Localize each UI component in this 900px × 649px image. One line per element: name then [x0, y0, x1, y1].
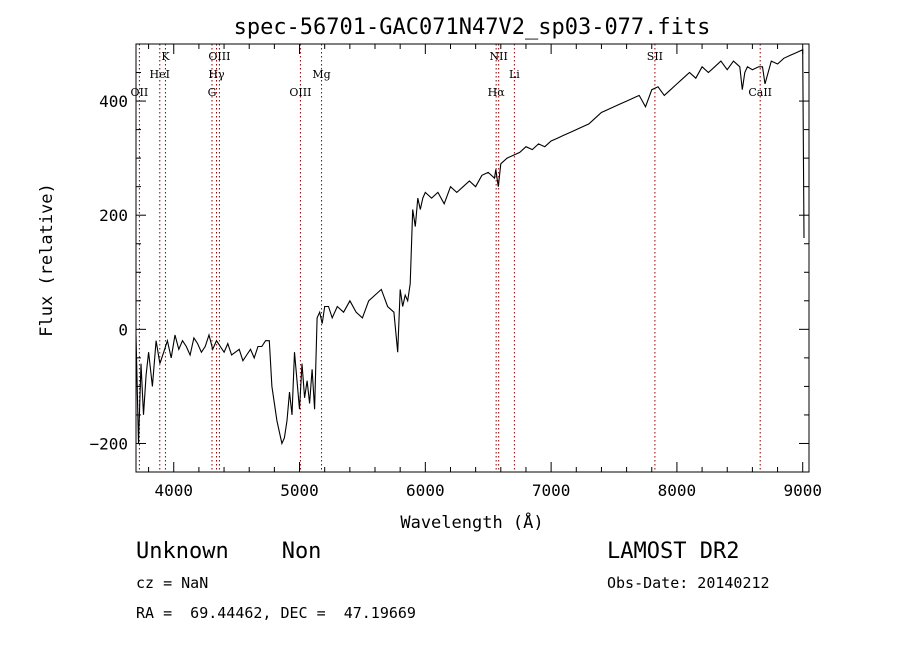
line-label: G — [208, 86, 217, 99]
cz-text: cz = NaN — [136, 574, 209, 592]
x-axis-ticks: 4000 5000 6000 7000 8000 9000 — [148, 44, 822, 500]
line-label: OIII — [289, 86, 311, 99]
y-tick-label: 0 — [118, 320, 128, 339]
y-tick-label: 400 — [99, 92, 128, 111]
y-axis-label: Flux (relative) — [37, 183, 57, 337]
line-label: Li — [509, 68, 520, 81]
x-tick-label: 6000 — [406, 481, 445, 500]
line-label: NII — [490, 50, 508, 63]
line-label: OII — [131, 86, 149, 99]
line-label: Hγ — [208, 68, 225, 81]
survey-name-text: LAMOST DR2 — [607, 539, 740, 564]
line-label: HeI — [150, 68, 170, 81]
line-label: K — [161, 50, 170, 63]
x-tick-label: 9000 — [783, 481, 822, 500]
spectral-line-markers — [138, 44, 761, 472]
y-tick-label: 200 — [99, 206, 128, 225]
line-label: SII — [647, 50, 663, 63]
spectrum-series-line — [135, 48, 805, 446]
line-label: CaII — [748, 86, 772, 99]
x-tick-label: 7000 — [532, 481, 571, 500]
line-label: OIII — [208, 50, 230, 63]
x-axis-label: Wavelength (Å) — [400, 511, 543, 533]
object-class-text: Unknown Non — [136, 539, 322, 564]
y-tick-label: −200 — [89, 434, 128, 453]
y-axis-ticks: −200 0 200 400 — [89, 43, 809, 473]
coordinates-text: RA = 69.44462, DEC = 47.19669 — [136, 604, 416, 622]
plot-frame — [135, 43, 810, 473]
chart-title: spec-56701-GAC071N47V2_sp03-077.fits — [234, 15, 711, 40]
x-tick-label: 8000 — [658, 481, 697, 500]
line-label: Mg — [312, 68, 330, 81]
obs-date-text: Obs-Date: 20140212 — [607, 574, 770, 592]
line-label: Hα — [488, 86, 506, 99]
x-tick-label: 5000 — [280, 481, 319, 500]
x-tick-label: 4000 — [154, 481, 193, 500]
